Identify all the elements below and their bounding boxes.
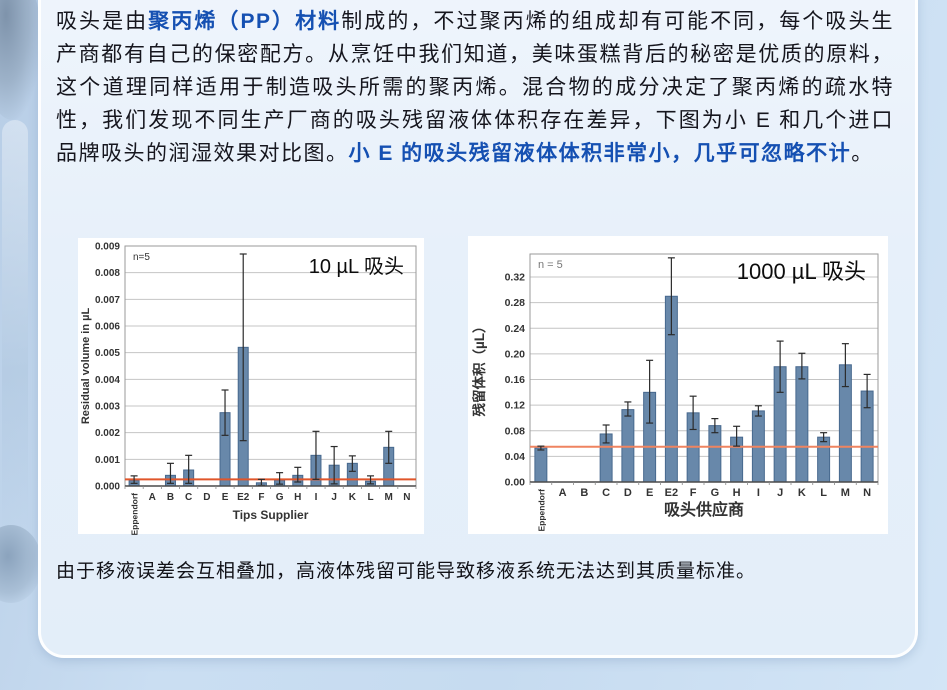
svg-text:0.002: 0.002 <box>95 428 120 439</box>
svg-text:0.001: 0.001 <box>95 455 120 466</box>
svg-text:10 µL 吸头: 10 µL 吸头 <box>309 255 404 278</box>
svg-text:0.005: 0.005 <box>95 348 120 359</box>
svg-text:I: I <box>315 492 318 503</box>
water-droplet-decoration <box>0 0 42 120</box>
svg-text:0.006: 0.006 <box>95 322 120 333</box>
svg-text:B: B <box>167 492 174 503</box>
svg-text:0.00: 0.00 <box>505 477 526 489</box>
svg-text:0.04: 0.04 <box>505 451 526 463</box>
svg-text:M: M <box>385 492 393 503</box>
svg-text:A: A <box>559 487 567 499</box>
body-text: 。 <box>851 142 874 165</box>
svg-text:0.32: 0.32 <box>505 272 526 284</box>
svg-text:J: J <box>331 492 337 503</box>
svg-text:E2: E2 <box>237 492 250 503</box>
svg-text:0.12: 0.12 <box>505 400 526 412</box>
svg-text:0.16: 0.16 <box>505 374 526 386</box>
intro-paragraph: 吸头是由聚丙烯（PP）材料制成的，不过聚丙烯的组成却有可能不同，每个吸头生产商都… <box>56 5 894 170</box>
svg-text:Residual volume in µL: Residual volume in µL <box>80 308 92 425</box>
svg-text:E: E <box>222 492 229 503</box>
svg-text:M: M <box>841 487 850 499</box>
svg-text:0.008: 0.008 <box>95 268 120 279</box>
svg-text:Eppendorf: Eppendorf <box>130 493 140 536</box>
svg-text:0.20: 0.20 <box>505 348 526 360</box>
body-text: 吸头是由 <box>56 10 149 33</box>
svg-text:吸头供应商: 吸头供应商 <box>664 500 744 519</box>
svg-text:n=5: n=5 <box>133 252 150 263</box>
water-droplet-decoration <box>0 525 42 603</box>
svg-text:N: N <box>403 492 410 503</box>
svg-text:G: G <box>711 487 720 499</box>
chart-10ul-tips: 0.000 0.001 0.002 0.003 0.004 0.005 0.006 0.007… <box>78 238 424 536</box>
svg-text:0.000: 0.000 <box>95 482 120 493</box>
highlighted-text: 聚丙烯（PP）材料 <box>148 10 342 33</box>
svg-text:E: E <box>646 487 653 499</box>
svg-text:0.08: 0.08 <box>505 425 526 437</box>
svg-text:0.004: 0.004 <box>95 375 120 386</box>
svg-text:D: D <box>624 487 632 499</box>
svg-text:0.009: 0.009 <box>95 242 120 253</box>
footer-text: 由于移液误差会互相叠加，高液体残留可能导致移液系统无法达到其质量标准。 <box>56 561 757 582</box>
svg-text:N: N <box>863 487 871 499</box>
svg-text:L: L <box>820 487 827 499</box>
svg-text:A: A <box>149 492 156 503</box>
body-text: 制成的，不过聚丙烯的组成却有可能不同，每个吸头生产商都有自己的保密配方。从烹饪中… <box>56 10 895 165</box>
svg-text:n = 5: n = 5 <box>538 259 563 271</box>
svg-text:K: K <box>349 492 357 503</box>
svg-text:Tips Supplier: Tips Supplier <box>233 508 309 522</box>
svg-text:H: H <box>294 492 301 503</box>
svg-text:H: H <box>733 487 741 499</box>
svg-text:G: G <box>276 492 284 503</box>
chart-1000ul-tips: 0.00 0.04 0.08 0.12 0.16 0.20 0.24 0.28 0.32 Eppe… <box>468 236 888 534</box>
highlighted-text: 小 E 的吸头残留液体体积非常小，几乎可忽略不计 <box>348 142 852 165</box>
svg-text:E2: E2 <box>665 487 678 499</box>
svg-text:0.24: 0.24 <box>505 323 526 335</box>
svg-text:0.003: 0.003 <box>95 402 120 413</box>
svg-text:F: F <box>258 492 264 503</box>
svg-text:L: L <box>367 492 373 503</box>
water-streak-decoration <box>2 120 28 540</box>
svg-text:残留体积（µL）: 残留体积（µL） <box>471 319 487 416</box>
svg-text:1000 µL 吸头: 1000 µL 吸头 <box>737 259 866 284</box>
svg-text:0.28: 0.28 <box>505 297 526 309</box>
svg-text:C: C <box>185 492 192 503</box>
svg-text:F: F <box>690 487 697 499</box>
svg-text:B: B <box>580 487 588 499</box>
svg-text:Eppendorf: Eppendorf <box>536 489 546 532</box>
svg-text:C: C <box>602 487 610 499</box>
svg-text:J: J <box>777 487 783 499</box>
svg-text:0.007: 0.007 <box>95 295 120 306</box>
svg-text:K: K <box>798 487 806 499</box>
svg-text:D: D <box>203 492 210 503</box>
svg-text:I: I <box>757 487 760 499</box>
